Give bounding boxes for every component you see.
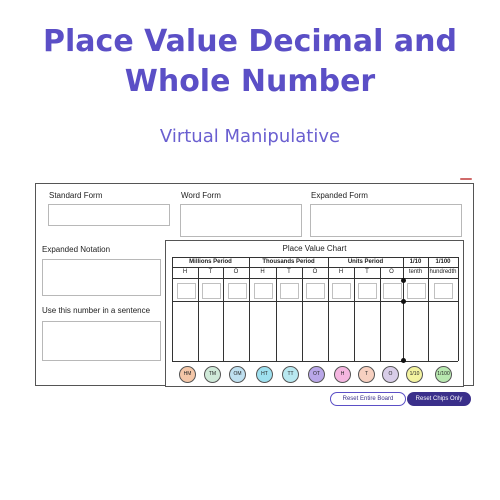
word-form-label: Word Form [181,191,221,200]
period-millions: Millions Period [189,259,232,265]
expanded-notation-input[interactable] [42,259,161,296]
digit-input[interactable] [306,283,325,299]
period-hundredths: 1/100 [435,259,451,265]
standard-form-label: Standard Form [49,191,103,200]
place-o-units: O [389,269,394,275]
place-value-chart: Place Value Chart Millions Period Thousa… [165,240,464,387]
chip-t[interactable]: T [358,366,375,383]
chip-ot[interactable]: OT [308,366,325,383]
place-o-millions: O [233,269,239,275]
place-h-units: H [338,269,344,275]
place-t-millions: T [208,269,213,275]
digit-input[interactable] [332,283,351,299]
digit-input[interactable] [434,283,453,299]
expanded-form-label: Expanded Form [311,191,368,200]
place-h-millions: H [182,269,188,275]
digit-input[interactable] [177,283,196,299]
place-tenth: tenth [408,269,423,275]
chip-o[interactable]: O [382,366,399,383]
digit-input[interactable] [228,283,247,299]
chip-tenth[interactable]: 1/10 [406,366,423,383]
place-t-units: T [365,269,369,275]
digit-input[interactable] [202,283,221,299]
place-t-thousands: T [287,269,291,275]
place-o-thousands: O [312,269,318,275]
digit-input[interactable] [407,283,426,299]
reset-chips-button[interactable]: Reset Chips Only [407,392,471,406]
place-h-thousands: H [260,269,265,275]
page-subtitle: Virtual Manipulative [159,126,341,147]
period-units: Units Period [347,259,384,265]
chip-h[interactable]: H [334,366,351,383]
chip-ht[interactable]: HT [256,366,273,383]
decimal-point-dot [401,299,406,304]
decimal-point-dot [401,358,406,363]
place-hundredth: hundredth [429,269,457,275]
close-mark[interactable] [460,178,472,180]
chart-title: Place Value Chart [282,244,347,253]
digit-input[interactable] [280,283,299,299]
decimal-point-dot [401,278,406,283]
chip-om[interactable]: OM [229,366,246,383]
expanded-form-input[interactable] [310,204,462,237]
sentence-input[interactable] [42,321,161,361]
digit-input[interactable] [254,283,273,299]
chip-tm[interactable]: TM [204,366,221,383]
digit-input[interactable] [358,283,377,299]
standard-form-input[interactable] [48,204,170,226]
page-title: Place Value Decimal and Whole Number [0,22,500,102]
chip-hundredth[interactable]: 1/100 [435,366,452,383]
word-form-input[interactable] [180,204,302,237]
chip-hm[interactable]: HM [179,366,196,383]
expanded-notation-label: Expanded Notation [42,245,111,254]
sentence-label: Use this number in a sentence [42,306,151,315]
title-line-1: Place Value Decimal and [43,24,457,59]
reset-board-button[interactable]: Reset Entire Board [330,392,406,406]
period-tenths: 1/10 [409,259,422,265]
digit-input[interactable] [383,283,402,299]
title-line-2: Whole Number [124,64,376,99]
chip-tt[interactable]: TT [282,366,299,383]
period-thousands: Thousands Period [262,259,315,265]
